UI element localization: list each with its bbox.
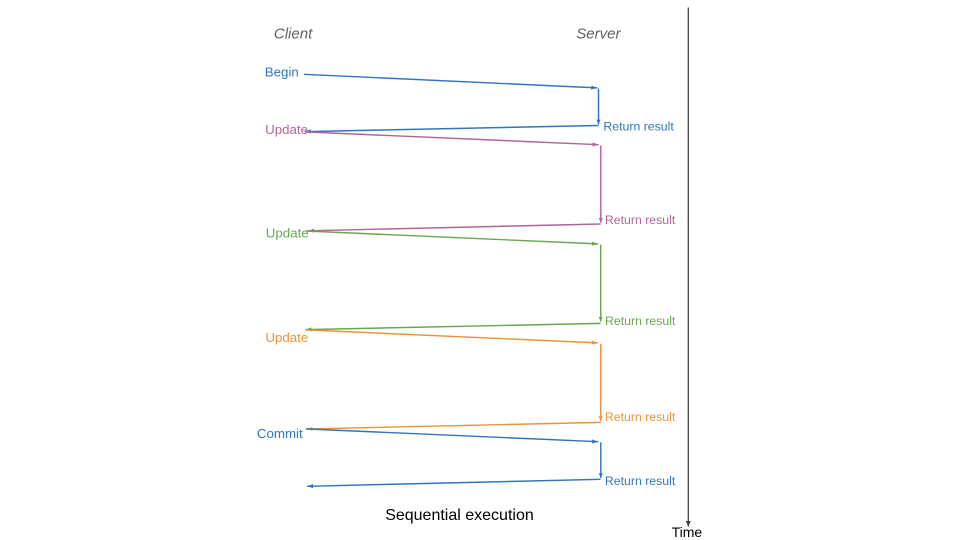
svg-text:Return result: Return result: [603, 120, 674, 134]
svg-text:Begin: Begin: [265, 64, 299, 79]
svg-text:Return result: Return result: [605, 474, 676, 488]
svg-text:Return result: Return result: [605, 314, 676, 328]
svg-text:Return result: Return result: [605, 213, 676, 227]
svg-text:Server: Server: [576, 26, 621, 43]
svg-text:Return result: Return result: [605, 410, 676, 424]
svg-text:Update: Update: [265, 330, 308, 345]
svg-text:Update: Update: [265, 122, 308, 137]
svg-text:Update: Update: [266, 226, 309, 241]
svg-text:Sequential execution: Sequential execution: [385, 507, 534, 524]
svg-text:Time: Time: [672, 524, 703, 540]
svg-text:Client: Client: [274, 26, 313, 43]
svg-text:Commit: Commit: [257, 426, 303, 441]
